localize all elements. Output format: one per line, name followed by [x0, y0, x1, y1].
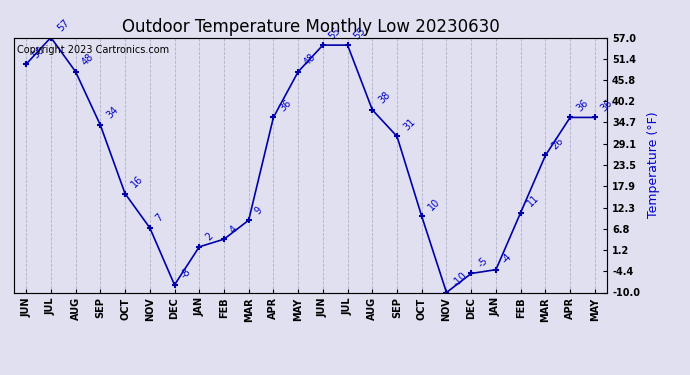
Text: Copyright 2023 Cartronics.com: Copyright 2023 Cartronics.com [17, 45, 169, 55]
Text: 10: 10 [426, 196, 442, 212]
Text: 57: 57 [55, 17, 71, 33]
Text: 36: 36 [599, 98, 615, 113]
Text: -4: -4 [500, 252, 514, 266]
Text: 16: 16 [129, 174, 145, 189]
Text: 2: 2 [204, 231, 215, 243]
Text: 9: 9 [253, 205, 264, 216]
Text: -10: -10 [451, 270, 469, 288]
Title: Outdoor Temperature Monthly Low 20230630: Outdoor Temperature Monthly Low 20230630 [121, 18, 500, 36]
Text: 26: 26 [549, 135, 565, 152]
Text: 55: 55 [352, 25, 368, 41]
Text: 7: 7 [154, 212, 166, 223]
Text: -8: -8 [179, 267, 193, 281]
Text: 36: 36 [277, 98, 293, 113]
Text: 50: 50 [30, 44, 46, 60]
Text: 38: 38 [377, 90, 392, 106]
Text: -5: -5 [475, 255, 489, 269]
Text: 31: 31 [401, 117, 417, 132]
Text: 48: 48 [80, 52, 95, 68]
Text: 48: 48 [302, 52, 318, 68]
Text: 11: 11 [525, 193, 540, 208]
Text: 55: 55 [327, 25, 343, 41]
Text: 36: 36 [574, 98, 590, 113]
Text: 4: 4 [228, 224, 239, 235]
Text: 34: 34 [104, 105, 120, 121]
Y-axis label: Temperature (°F): Temperature (°F) [647, 112, 660, 218]
